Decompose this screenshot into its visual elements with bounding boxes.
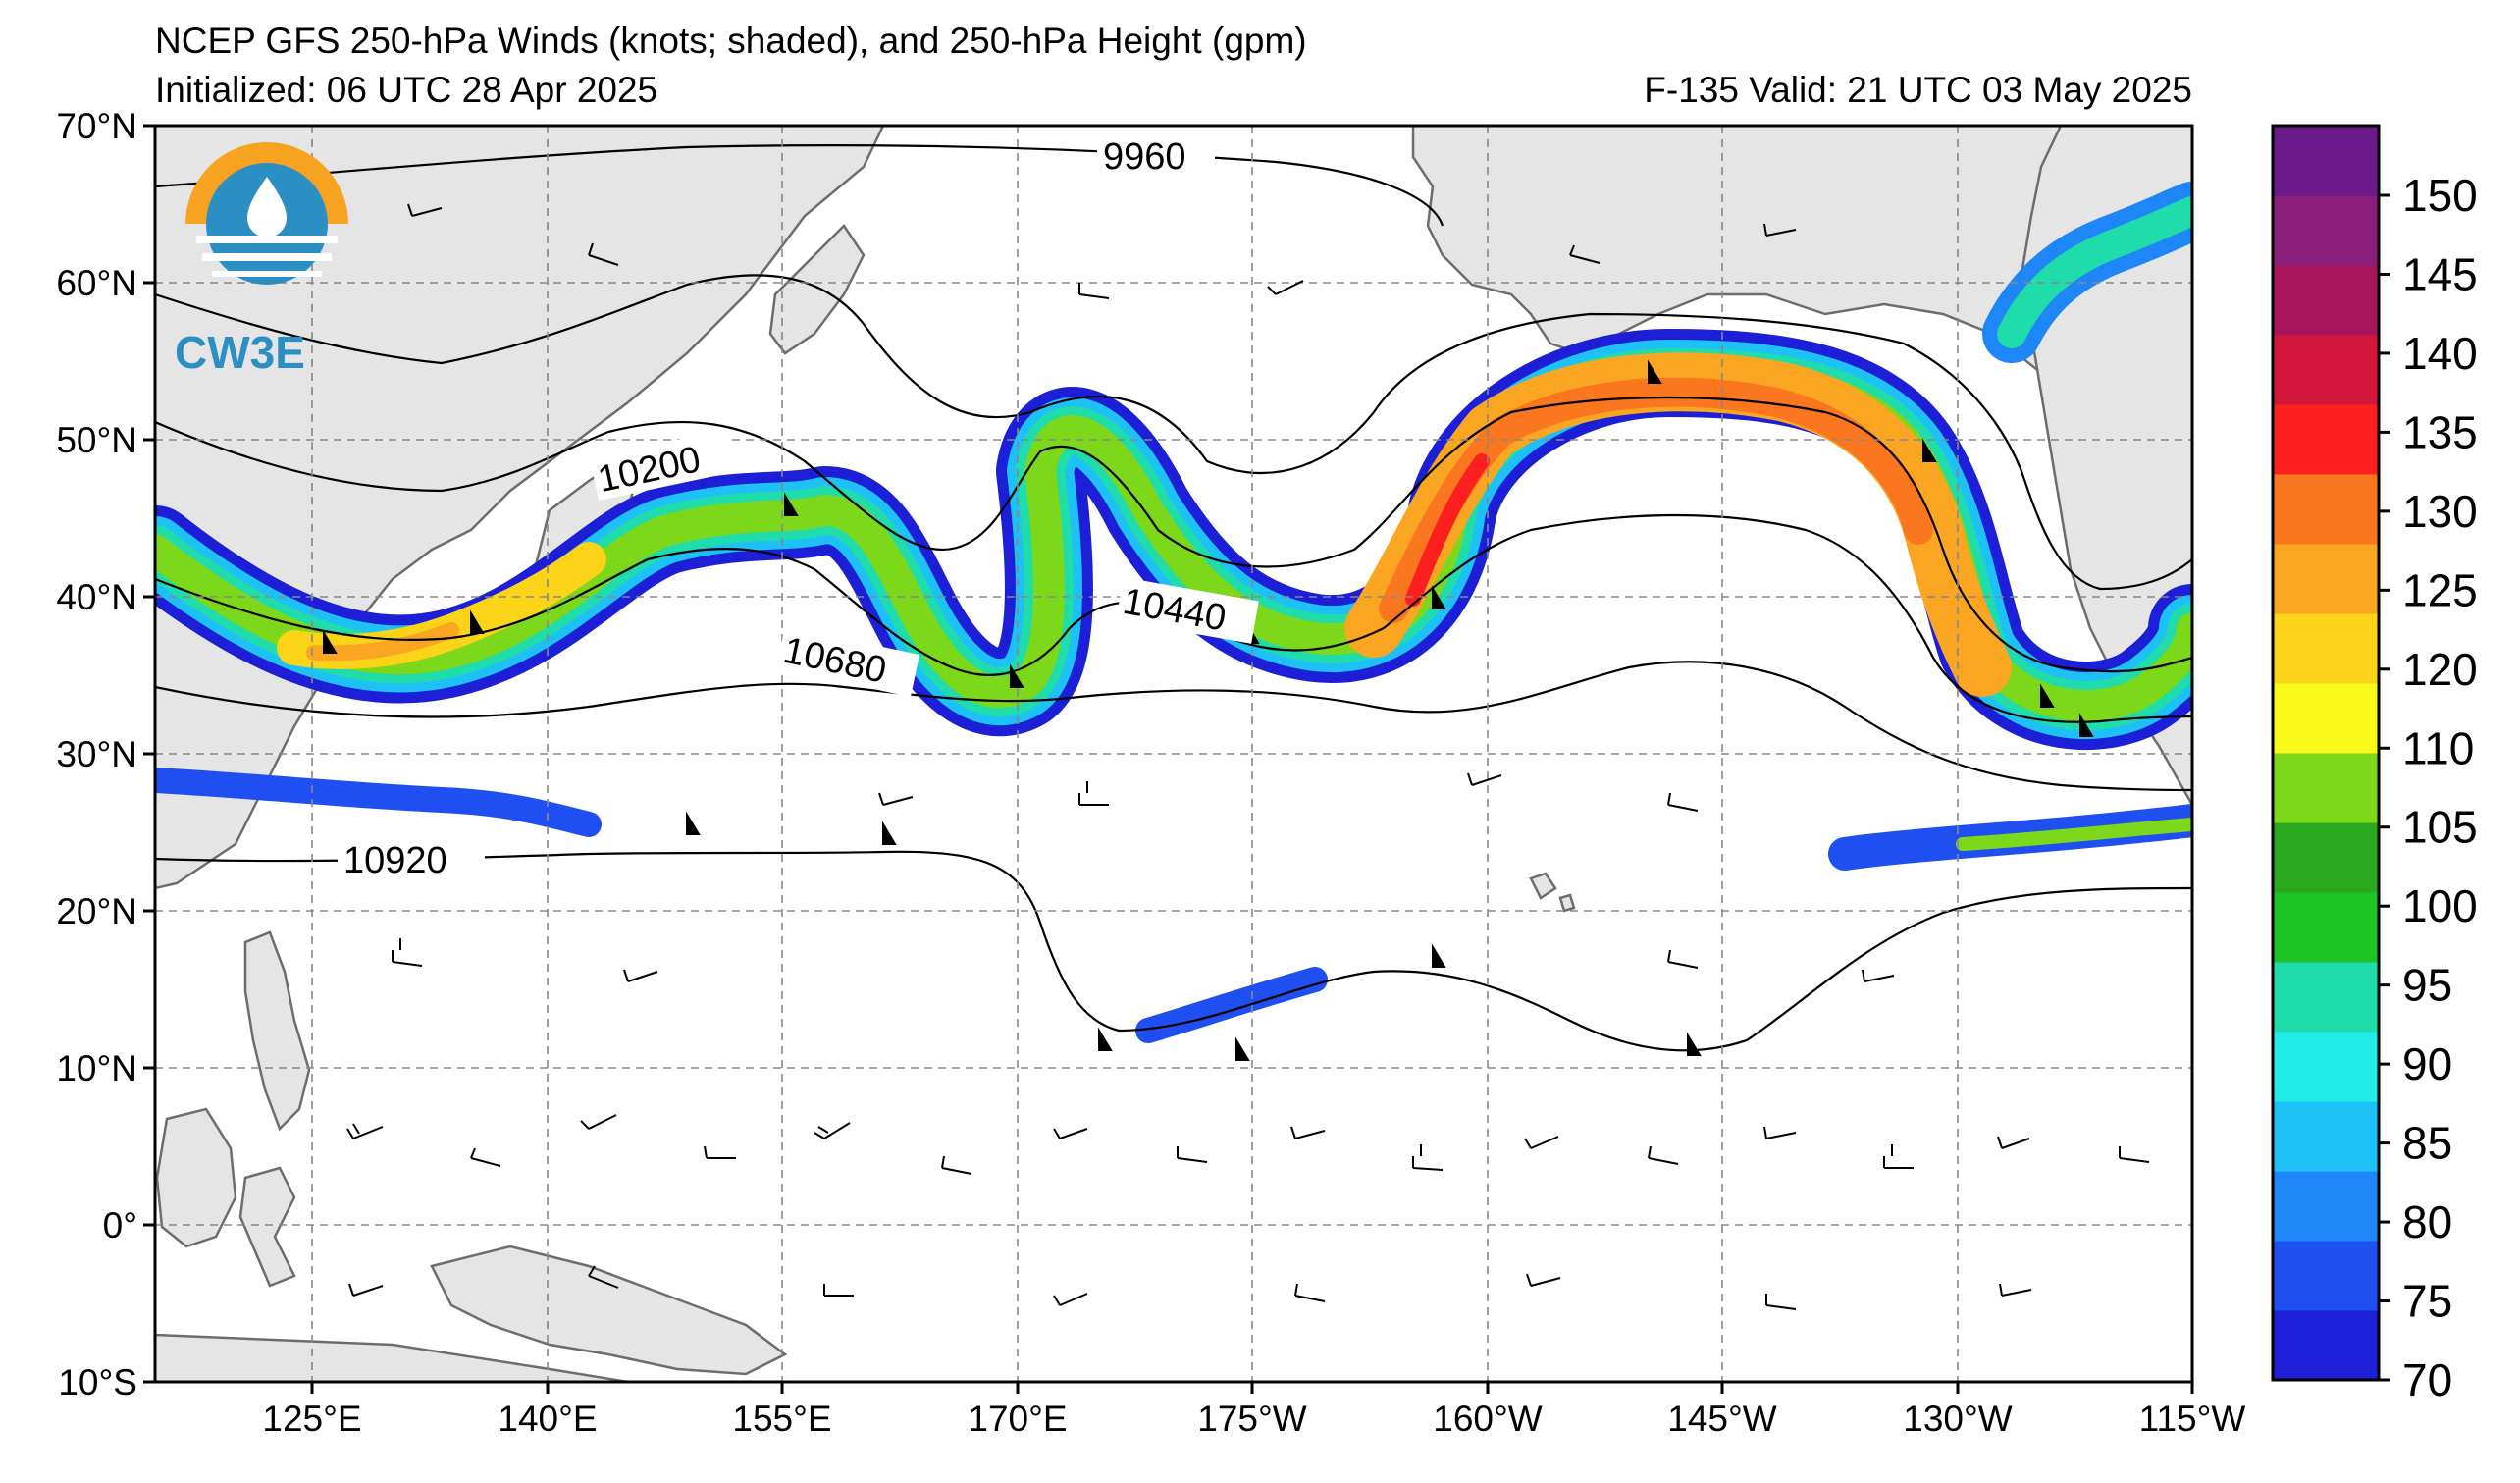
map-grid [155, 126, 2192, 1382]
colorbar-segment [2273, 1101, 2379, 1172]
colorbar-tick-label: 150 [2402, 170, 2478, 221]
colorbar-tick-label: 105 [2402, 802, 2478, 853]
lon-label-145w: 145°W [1667, 1399, 1777, 1439]
valid-time: F-135 Valid: 21 UTC 03 May 2025 [1644, 70, 2192, 110]
colorbar-segment [2273, 1241, 2379, 1311]
lon-label-160w: 160°W [1433, 1399, 1543, 1439]
axis-ticks [143, 124, 2194, 1394]
jet-tropical-streak [1135, 967, 1328, 1043]
wind-speed-shading [155, 182, 2192, 1043]
latitude-labels: 70°N 60°N 50°N 40°N 30°N 20°N 10°N 0° 10… [56, 106, 137, 1403]
lat-label-10n: 10°N [56, 1048, 137, 1088]
lat-label-60n: 60°N [56, 263, 137, 303]
land-sulawesi [238, 1166, 296, 1288]
lon-label-175w: 175°W [1197, 1399, 1307, 1439]
colorbar-segment [2273, 753, 2379, 823]
colorbar-segment [2273, 544, 2379, 614]
colorbar-tick-label: 120 [2402, 644, 2478, 695]
colorbar-segment [2273, 195, 2379, 266]
land-australia [155, 1333, 629, 1382]
colorbar-segment [2273, 1310, 2379, 1381]
lat-label-10s: 10°S [58, 1362, 137, 1403]
cw3e-logo: CW3E [175, 142, 348, 378]
lon-label-125e: 125°E [262, 1399, 361, 1439]
colorbar-tick-label: 110 [2402, 722, 2474, 773]
jet-subtropical-west [155, 768, 602, 837]
colorbar-segment [2273, 962, 2379, 1033]
colorbar-tick-label: 75 [2402, 1276, 2452, 1327]
colorbar-segment [2273, 613, 2379, 684]
lat-label-20n: 20°N [56, 891, 137, 931]
colorbar-tick-label: 85 [2402, 1118, 2452, 1169]
logo-text: CW3E [175, 327, 305, 378]
colorbar-tick-label: 130 [2402, 486, 2478, 537]
colorbar-tick-label: 80 [2402, 1196, 2452, 1247]
lon-label-155e: 155°E [732, 1399, 831, 1439]
colorbar: 70 75 80 85 90 95 100 105 110 120 125 130 135 140 145 1… [2271, 124, 2478, 1405]
colorbar-segment [2273, 822, 2379, 893]
contour-10680 [155, 661, 2192, 792]
land-philippines [243, 930, 311, 1132]
land-asia [155, 126, 885, 890]
colorbar-segment [2273, 1032, 2379, 1102]
colorbar-tick-label: 135 [2402, 406, 2478, 457]
land-kamchatka [768, 224, 866, 355]
colorbar-segment [2273, 265, 2379, 336]
initialized-time: Initialized: 06 UTC 28 Apr 2025 [155, 70, 658, 110]
contour-label-10920: 10920 [343, 840, 447, 881]
lat-label-50n: 50°N [56, 420, 137, 460]
lat-label-40n: 40°N [56, 577, 137, 617]
colorbar-segment [2273, 683, 2379, 754]
lat-label-70n: 70°N [56, 106, 137, 146]
colorbar-tick-label: 100 [2402, 880, 2478, 931]
colorbar-tick-label: 95 [2402, 960, 2452, 1011]
contour-10920 [155, 850, 2192, 1052]
colorbar-segment [2273, 892, 2379, 963]
colorbar-tick-label: 140 [2402, 328, 2478, 379]
chart-title: NCEP GFS 250-hPa Winds (knots; shaded), … [155, 21, 1307, 61]
logo-sun-arc [185, 142, 348, 225]
colorbar-tick-label: 145 [2402, 248, 2478, 299]
lat-label-0: 0° [103, 1205, 137, 1245]
land-hawaii [1529, 872, 1576, 913]
colorbar-segment [2273, 404, 2379, 475]
logo-drop-icon [247, 177, 287, 238]
lon-label-170e: 170°E [968, 1399, 1067, 1439]
land-new-guinea [430, 1245, 788, 1376]
contour-10200 [155, 396, 2192, 673]
colorbar-segment [2273, 126, 2379, 196]
contour-9960 [155, 144, 1444, 227]
wind-barbs [346, 203, 2150, 1310]
contour-label-9960: 9960 [1103, 136, 1186, 178]
colorbar-segment [2273, 474, 2379, 545]
lon-label-115w: 115°W [2139, 1399, 2246, 1439]
longitude-labels: 125°E 140°E 155°E 170°E 175°W 160°W 145°… [262, 1399, 2245, 1439]
colorbar-segment [2273, 335, 2379, 405]
wind-pennants [323, 359, 2094, 1061]
lon-label-140e: 140°E [498, 1399, 597, 1439]
contour-10080 [155, 274, 2192, 591]
lat-label-30n: 30°N [56, 734, 137, 774]
colorbar-tick-label: 125 [2402, 564, 2478, 615]
land-borneo [155, 1107, 237, 1248]
colorbar-segment [2273, 1171, 2379, 1242]
colorbar-tick-label: 70 [2402, 1354, 2452, 1405]
colorbar-frame [2271, 124, 2381, 1382]
colorbar-tick-label: 90 [2402, 1038, 2452, 1089]
lon-label-130w: 130°W [1903, 1399, 2013, 1439]
